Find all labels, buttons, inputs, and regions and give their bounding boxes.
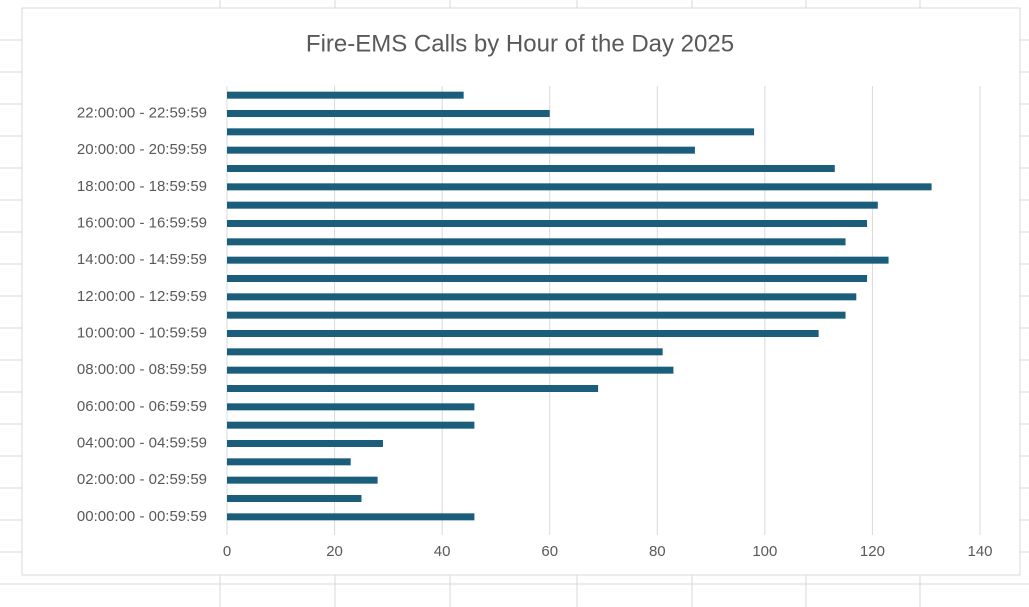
bar xyxy=(227,183,932,191)
bar xyxy=(227,403,475,411)
x-tick-label: 100 xyxy=(752,543,777,560)
y-tick-label: 16:00:00 - 16:59:59 xyxy=(77,214,207,231)
x-tick-label: 40 xyxy=(434,543,451,560)
bar xyxy=(227,201,878,209)
bar xyxy=(227,91,464,99)
y-tick-label: 00:00:00 - 00:59:59 xyxy=(77,508,207,525)
bar xyxy=(227,330,819,337)
y-tick-label: 02:00:00 - 02:59:59 xyxy=(77,471,207,488)
bar xyxy=(227,513,475,521)
x-tick-label: 60 xyxy=(541,543,558,560)
bar xyxy=(227,495,362,502)
bar xyxy=(227,220,868,227)
bar xyxy=(227,110,550,117)
y-tick-label: 20:00:00 - 20:59:59 xyxy=(77,141,207,158)
x-tick-label: 140 xyxy=(967,543,992,560)
x-tick-label: 20 xyxy=(326,543,343,560)
x-tick-label: 120 xyxy=(860,543,885,560)
bar xyxy=(227,256,889,264)
bar xyxy=(227,146,695,154)
y-tick-label: 08:00:00 - 08:59:59 xyxy=(77,361,207,378)
chart-area xyxy=(21,7,1021,576)
y-tick-label: 12:00:00 - 12:59:59 xyxy=(77,288,207,305)
bar xyxy=(227,238,846,246)
y-tick-label: 04:00:00 - 04:59:59 xyxy=(77,434,207,451)
bar xyxy=(227,421,475,429)
y-tick-label: 10:00:00 - 10:59:59 xyxy=(77,324,207,341)
y-tick-label: 06:00:00 - 06:59:59 xyxy=(77,398,207,415)
bar xyxy=(227,366,674,374)
bar xyxy=(227,385,599,392)
x-tick-label: 80 xyxy=(649,543,666,560)
y-tick-label: 22:00:00 - 22:59:59 xyxy=(77,104,207,121)
bar xyxy=(227,165,835,172)
bar xyxy=(227,311,846,319)
chart-title: Fire-EMS Calls by Hour of the Day 2025 xyxy=(306,30,734,57)
bar xyxy=(227,476,378,484)
x-tick-label: 0 xyxy=(223,543,231,560)
y-tick-label: 14:00:00 - 14:59:59 xyxy=(77,251,207,268)
y-tick-label: 18:00:00 - 18:59:59 xyxy=(77,178,207,195)
bar xyxy=(227,128,755,136)
bar xyxy=(227,348,663,356)
bar xyxy=(227,293,857,301)
bar xyxy=(227,275,868,282)
bar xyxy=(227,440,383,447)
bar xyxy=(227,458,351,466)
